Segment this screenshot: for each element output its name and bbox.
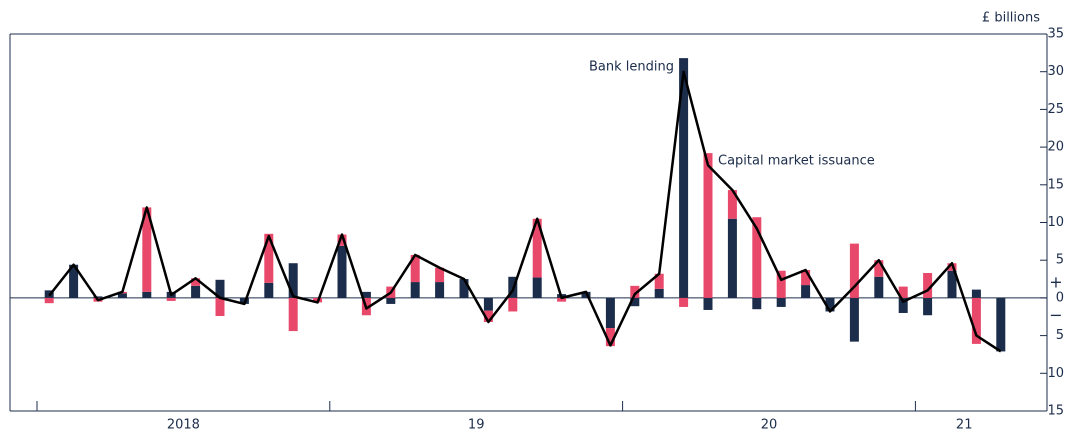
- bar: [191, 278, 201, 286]
- y-tick-label: 35: [1047, 27, 1064, 42]
- bar: [508, 297, 518, 312]
- year-label: 21: [956, 418, 973, 433]
- bar: [801, 270, 811, 286]
- bar: [93, 296, 103, 298]
- bar: [581, 291, 591, 298]
- year-label: 19: [468, 418, 485, 433]
- total-line: [48, 70, 1002, 353]
- bar: [166, 297, 176, 301]
- bar: [532, 218, 542, 278]
- year-label: 2018: [167, 418, 200, 433]
- bar: [679, 58, 689, 298]
- bar: [776, 297, 786, 307]
- bar: [532, 277, 542, 298]
- bar: [752, 297, 762, 310]
- y-tick-label: 10: [1047, 215, 1064, 230]
- bar: [264, 233, 274, 283]
- bar: [191, 285, 201, 298]
- bar: [361, 291, 371, 298]
- bar: [557, 297, 567, 302]
- bar: [727, 190, 737, 219]
- bar: [142, 207, 152, 292]
- unit-label: £ billions: [982, 11, 1040, 26]
- bar: [849, 243, 859, 298]
- bar: [605, 297, 615, 329]
- y-tick-label: 25: [1047, 102, 1064, 117]
- bar: [752, 217, 762, 298]
- sign-minus: −: [1049, 306, 1062, 325]
- bar: [898, 297, 908, 313]
- bar: [996, 297, 1006, 352]
- bar: [264, 282, 274, 298]
- y-tick-label: 15: [1047, 404, 1064, 419]
- bar: [605, 328, 615, 347]
- bar: [971, 297, 981, 344]
- bar: [435, 267, 445, 283]
- bar: [703, 153, 713, 298]
- bar: [69, 264, 79, 298]
- bar: [386, 297, 396, 304]
- y-tick-label: 5: [1056, 253, 1064, 268]
- bar: [849, 297, 859, 342]
- sign-plus: +: [1049, 273, 1062, 292]
- y-tick-label: 0: [1056, 290, 1064, 305]
- y-tick-label: 10: [1047, 366, 1064, 381]
- bar: [459, 279, 469, 298]
- bar: [776, 270, 786, 298]
- bar: [654, 273, 664, 289]
- year-label: 20: [761, 418, 778, 433]
- bar: [410, 254, 420, 283]
- bar: [630, 285, 640, 298]
- bar: [923, 273, 933, 298]
- bar: [923, 297, 933, 316]
- bar: [971, 289, 981, 298]
- bar: [654, 288, 664, 298]
- bar: [410, 282, 420, 298]
- bar: [727, 218, 737, 298]
- y-tick-label: 30: [1047, 64, 1064, 79]
- y-tick-label: 20: [1047, 140, 1064, 155]
- bar: [703, 297, 713, 310]
- bar: [288, 263, 298, 298]
- bar: [483, 310, 493, 323]
- annotation: Capital market issuance: [718, 154, 875, 169]
- bar: [679, 297, 689, 307]
- annotation: Bank lending: [589, 60, 674, 75]
- bar: [117, 293, 127, 298]
- bar: [44, 297, 54, 304]
- bar: [483, 297, 493, 311]
- bar: [435, 282, 445, 298]
- bar: [337, 234, 347, 246]
- bar: [215, 279, 225, 298]
- bar: [288, 297, 298, 332]
- y-tick-label: 5: [1056, 328, 1064, 343]
- bar: [801, 285, 811, 298]
- y-tick-label: 15: [1047, 177, 1064, 192]
- bar: [874, 276, 884, 298]
- bar: [142, 291, 152, 298]
- bar: [947, 270, 957, 298]
- bar: [630, 297, 640, 307]
- bar: [874, 260, 884, 277]
- bar: [898, 286, 908, 298]
- bar: [215, 297, 225, 316]
- bar: [337, 245, 347, 298]
- bar: [825, 297, 835, 312]
